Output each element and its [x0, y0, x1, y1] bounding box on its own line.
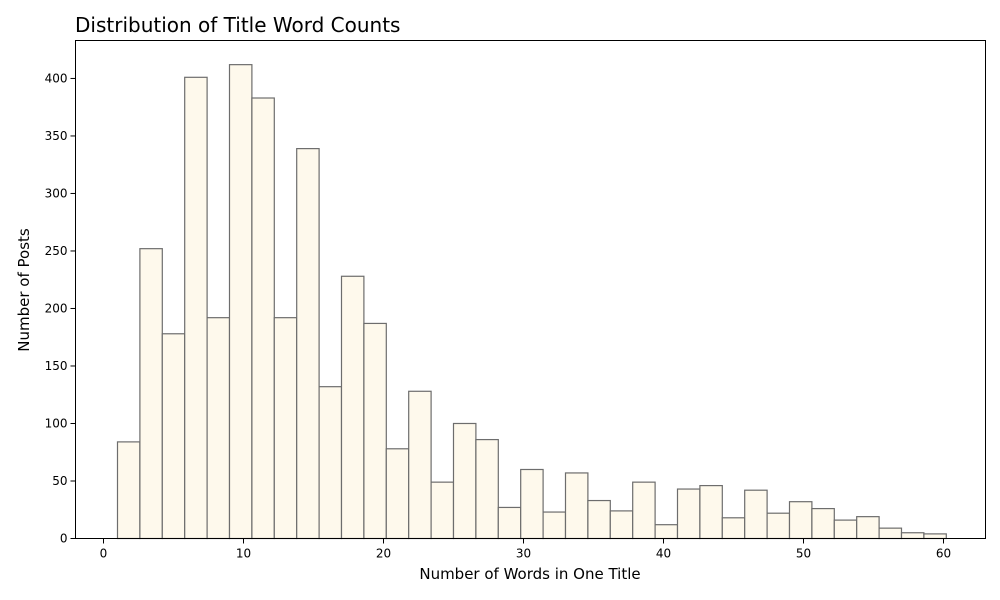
histogram-bar	[139, 248, 163, 540]
histogram-bar	[721, 517, 746, 540]
histogram-bar	[273, 317, 298, 540]
x-axis-label: Number of Words in One Title	[419, 565, 640, 583]
histogram-bar	[452, 422, 477, 540]
histogram-bar	[318, 386, 343, 540]
x-tick-label: 10	[236, 547, 251, 561]
histogram-bar	[430, 481, 455, 540]
plot-frame	[75, 40, 986, 539]
histogram-bar	[788, 501, 813, 540]
chart-title: Distribution of Title Word Counts	[75, 13, 400, 37]
y-tick-label: 150	[45, 359, 68, 373]
histogram-bar	[676, 488, 701, 540]
histogram-bar	[923, 533, 947, 540]
histogram-bar	[385, 448, 410, 540]
histogram-bar	[856, 516, 880, 540]
x-tick-label: 60	[936, 547, 951, 561]
histogram-bar	[408, 390, 432, 540]
histogram-bar	[878, 527, 903, 540]
x-tick-label: 40	[656, 547, 671, 561]
y-tick-label: 100	[45, 416, 68, 430]
histogram-bar	[206, 317, 231, 540]
histogram-bar	[542, 511, 567, 540]
y-axis-label: Number of Posts	[15, 228, 33, 352]
histogram-bar	[161, 333, 186, 540]
x-tick-label: 0	[100, 547, 108, 561]
y-tick-label: 350	[45, 129, 68, 143]
histogram-bar	[475, 438, 499, 540]
histogram-bars	[116, 64, 947, 540]
histogram-bar	[766, 512, 791, 540]
histogram-bar	[564, 472, 589, 540]
histogram-bar	[184, 76, 208, 540]
y-tick-label: 50	[52, 474, 67, 488]
histogram-bar	[587, 499, 611, 540]
histogram-bar	[609, 510, 634, 540]
histogram-bar	[363, 322, 387, 540]
x-tick-label: 30	[516, 547, 531, 561]
histogram-bar	[340, 275, 365, 540]
histogram-bar	[699, 484, 723, 540]
histogram-bar	[296, 148, 320, 540]
histogram-bar	[520, 468, 544, 540]
histogram-bar	[228, 64, 253, 540]
y-axis: 0 50 100 150 200 250 300 350 400	[45, 71, 76, 546]
y-tick-label: 300	[45, 186, 68, 200]
x-axis: 0 10 20 30 40 50 60	[100, 538, 951, 561]
histogram-bar	[744, 489, 768, 540]
histogram-bar	[811, 507, 835, 540]
histogram-bar	[654, 524, 679, 540]
y-tick-label: 200	[45, 301, 68, 315]
histogram-bar	[251, 97, 275, 540]
x-tick-label: 20	[376, 547, 391, 561]
y-tick-label: 400	[45, 71, 68, 85]
x-tick-label: 50	[796, 547, 811, 561]
histogram-bar	[116, 441, 141, 540]
histogram-bar	[497, 506, 522, 540]
histogram-bar	[900, 532, 925, 540]
y-tick-label: 250	[45, 244, 68, 258]
histogram-bar	[632, 481, 656, 540]
y-tick-label: 0	[60, 532, 68, 546]
histogram-bar	[833, 519, 858, 540]
